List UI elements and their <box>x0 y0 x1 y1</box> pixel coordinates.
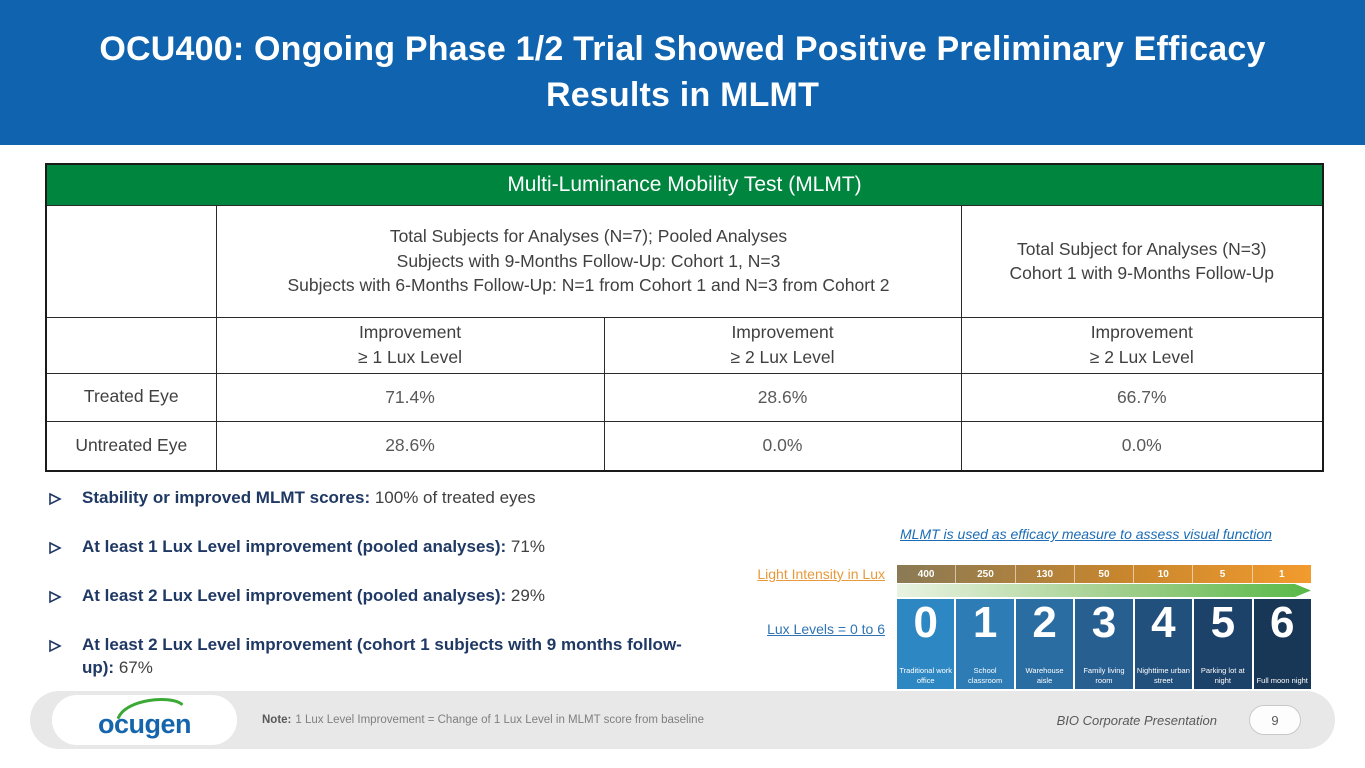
intensity-value: 130 <box>1016 565 1075 583</box>
green-arrow-icon <box>897 584 1311 597</box>
mlmt-table-section: Multi-Luminance Mobility Test (MLMT) Tot… <box>45 163 1324 472</box>
subheader-2-lux-cohort1: Improvement ≥ 2 Lux Level <box>960 316 1324 374</box>
empty-subheader-cell <box>45 316 217 374</box>
lux-level-box: 2 Warehouse aisle <box>1015 598 1074 689</box>
lux-level-label: Warehouse aisle <box>1025 666 1064 685</box>
arrow-bullet-icon <box>48 487 82 513</box>
mlmt-table: Multi-Luminance Mobility Test (MLMT) Tot… <box>45 163 1324 472</box>
lux-level-number: 6 <box>1270 598 1295 647</box>
lux-level-label: Traditional work office <box>899 666 953 685</box>
lux-level-box: 0 Traditional work office <box>897 598 955 689</box>
lux-level-box: 5 Parking lot at night <box>1194 598 1252 689</box>
table-row-untreated-eye: Untreated Eye 28.6% 0.0% 0.0% <box>45 420 1324 472</box>
untreated-1lux-value: 28.6% <box>215 420 605 472</box>
intensity-value: 1 <box>1279 568 1285 580</box>
list-item: Stability or improved MLMT scores: 100% … <box>48 487 696 513</box>
table-subheader-row: Improvement ≥ 1 Lux Level Improvement ≥ … <box>45 316 1324 374</box>
empty-corner-cell <box>45 204 217 318</box>
page-number: 9 <box>1249 705 1301 735</box>
title-bar: OCU400: Ongoing Phase 1/2 Trial Showed P… <box>0 0 1365 145</box>
lux-level-number: 0 <box>913 598 938 647</box>
list-item: At least 2 Lux Level improvement (pooled… <box>48 585 696 611</box>
bullet-bold-text: At least 2 Lux Level improvement (pooled… <box>82 585 507 605</box>
treated-1lux-value: 71.4% <box>215 372 605 422</box>
presentation-title: BIO Corporate Presentation <box>1056 712 1217 728</box>
key-findings-list: Stability or improved MLMT scores: 100% … <box>48 487 696 703</box>
bullet-rest-text: 100% of treated eyes <box>370 488 536 507</box>
lux-level-number: 3 <box>1091 598 1117 647</box>
table-group-header-row: Total Subjects for Analyses (N=7); Poole… <box>45 204 1324 318</box>
lux-level-label: Family living room <box>1083 666 1125 685</box>
list-item: At least 2 Lux Level improvement (cohort… <box>48 634 696 680</box>
treated-cohort1-value: 66.7% <box>960 372 1324 422</box>
lux-level-number: 4 <box>1151 598 1176 647</box>
bullet-rest-text: 29% <box>506 585 545 605</box>
lux-level-box: 1 School classroom <box>956 598 1014 689</box>
footer-note: Note: 1 Lux Level Improvement = Change o… <box>262 691 704 749</box>
bullet-bold-text: At least 2 Lux Level improvement (cohort… <box>82 634 682 677</box>
logo-text: ocugen <box>97 708 192 739</box>
bullet-text: Stability or improved MLMT scores: 100% … <box>82 487 536 513</box>
bullet-rest-text: 67% <box>114 657 153 677</box>
bullet-text: At least 1 Lux Level improvement (pooled… <box>82 536 545 562</box>
lux-level-box: 6 Full moon night <box>1253 598 1311 689</box>
bullet-bold-text: Stability or improved MLMT scores: <box>82 488 371 507</box>
intensity-value: 400 <box>897 565 957 583</box>
intensity-value: 5 <box>1193 565 1253 583</box>
intensity-value: 250 <box>956 565 1016 583</box>
row-label-treated: Treated Eye <box>45 372 217 422</box>
arrow-bullet-icon <box>48 585 82 611</box>
intensity-value: 10 <box>1134 565 1194 583</box>
lux-level-number: 2 <box>1032 598 1057 647</box>
treated-2lux-value: 28.6% <box>603 372 962 422</box>
light-intensity-bar: 400 250 130 50 10 5 1 <box>897 565 1311 583</box>
lux-level-label: Full moon night <box>1256 675 1308 685</box>
arrow-bullet-icon <box>48 634 82 680</box>
lux-levels-link[interactable]: Lux Levels = 0 to 6 <box>767 621 885 637</box>
lux-level-number: 5 <box>1210 598 1236 647</box>
pooled-analyses-header: Total Subjects for Analyses (N=7); Poole… <box>215 204 962 318</box>
slide-title: OCU400: Ongoing Phase 1/2 Trial Showed P… <box>99 29 1266 114</box>
lux-level-label: School classroom <box>968 666 1003 685</box>
lux-level-label: Parking lot at night <box>1200 666 1245 685</box>
mlmt-efficacy-link[interactable]: MLMT is used as efficacy measure to asse… <box>900 526 1272 542</box>
table-title: Multi-Luminance Mobility Test (MLMT) <box>45 163 1324 206</box>
logo-container: ocugen <box>52 695 237 745</box>
bullet-rest-text: 71% <box>506 536 545 556</box>
bullet-bold-text: At least 1 Lux Level improvement (pooled… <box>82 536 507 556</box>
bullet-text: At least 2 Lux Level improvement (pooled… <box>82 585 545 611</box>
bullet-text: At least 2 Lux Level improvement (cohort… <box>82 634 696 680</box>
table-row-treated-eye: Treated Eye 71.4% 28.6% 66.7% <box>45 372 1324 422</box>
lux-level-number: 1 <box>972 598 998 647</box>
subheader-1-lux: Improvement ≥ 1 Lux Level <box>215 316 605 374</box>
lux-scale-graphic: 400 250 130 50 10 5 1 0 Traditional work… <box>897 565 1311 689</box>
table-title-row: Multi-Luminance Mobility Test (MLMT) <box>45 163 1324 206</box>
row-label-untreated: Untreated Eye <box>45 420 217 472</box>
ocugen-logo: ocugen <box>97 697 192 740</box>
lux-level-box: 3 Family living room <box>1075 598 1133 689</box>
lux-level-boxes: 0 Traditional work office 1 School class… <box>897 599 1311 689</box>
lux-level-box: 4 Nighttime urban street <box>1134 598 1193 689</box>
subheader-2-lux: Improvement ≥ 2 Lux Level <box>603 316 962 374</box>
logo-swoosh-icon <box>116 697 183 719</box>
light-intensity-link[interactable]: Light Intensity in Lux <box>757 566 885 582</box>
untreated-cohort1-value: 0.0% <box>960 420 1324 472</box>
note-text: 1 Lux Level Improvement = Change of 1 Lu… <box>295 714 704 726</box>
untreated-2lux-value: 0.0% <box>603 420 962 472</box>
cohort1-header: Total Subject for Analyses (N=3) Cohort … <box>960 204 1324 318</box>
list-item: At least 1 Lux Level improvement (pooled… <box>48 536 696 562</box>
arrow-bullet-icon <box>48 536 82 562</box>
lux-level-label: Nighttime urban street <box>1136 666 1190 685</box>
intensity-value: 50 <box>1075 565 1135 583</box>
note-label: Note: <box>262 714 292 726</box>
footer-bar: ocugen Note: 1 Lux Level Improvement = C… <box>30 691 1335 749</box>
